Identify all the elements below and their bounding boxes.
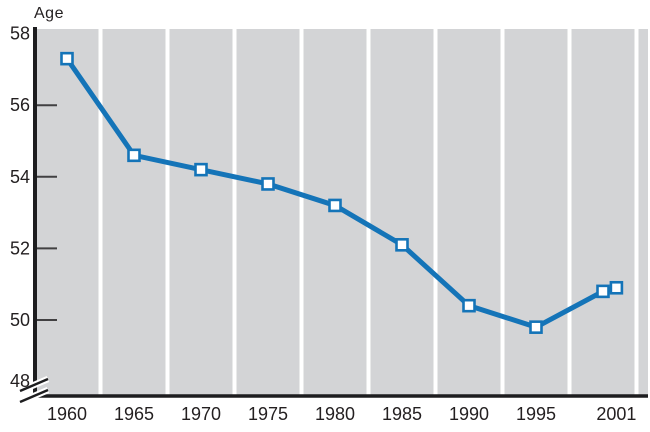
data-point-1995: [529, 320, 543, 334]
plot-background: [36, 29, 648, 396]
x-tick-label: 2001: [596, 404, 636, 424]
data-point-1970: [194, 162, 208, 177]
trend-line: [64, 57, 618, 330]
data-point-1990: [462, 298, 476, 313]
y-tick-label: 50: [10, 310, 30, 330]
y-tick-label: 56: [10, 95, 30, 115]
x-tick-label: 1960: [47, 404, 87, 424]
y-tick-label: 52: [10, 238, 30, 258]
axis-break-mark: [19, 377, 49, 393]
x-tick-label: 1965: [114, 404, 154, 424]
data-point-1960: [60, 51, 74, 66]
x-tick-label: 1990: [449, 404, 489, 424]
data-point-1965: [127, 148, 141, 163]
data-point-1980: [328, 198, 342, 213]
x-tick-label: 1975: [248, 404, 288, 424]
axis-break-mark: [19, 388, 49, 404]
x-tick-label: 1970: [181, 404, 221, 424]
data-point-1985: [395, 238, 409, 252]
data-point-1975: [261, 177, 275, 191]
y-tick-label: 54: [10, 167, 30, 187]
x-tick-label: 1985: [382, 404, 422, 424]
x-tick-label: 1995: [516, 404, 556, 424]
y-tick-label: 58: [10, 24, 30, 44]
data-point-2001: [609, 280, 624, 295]
y-axis-title: Age: [34, 5, 64, 22]
y-tick-label: 48: [10, 371, 30, 391]
data-point-2000: [596, 284, 610, 299]
x-tick-label: 1980: [315, 404, 355, 424]
